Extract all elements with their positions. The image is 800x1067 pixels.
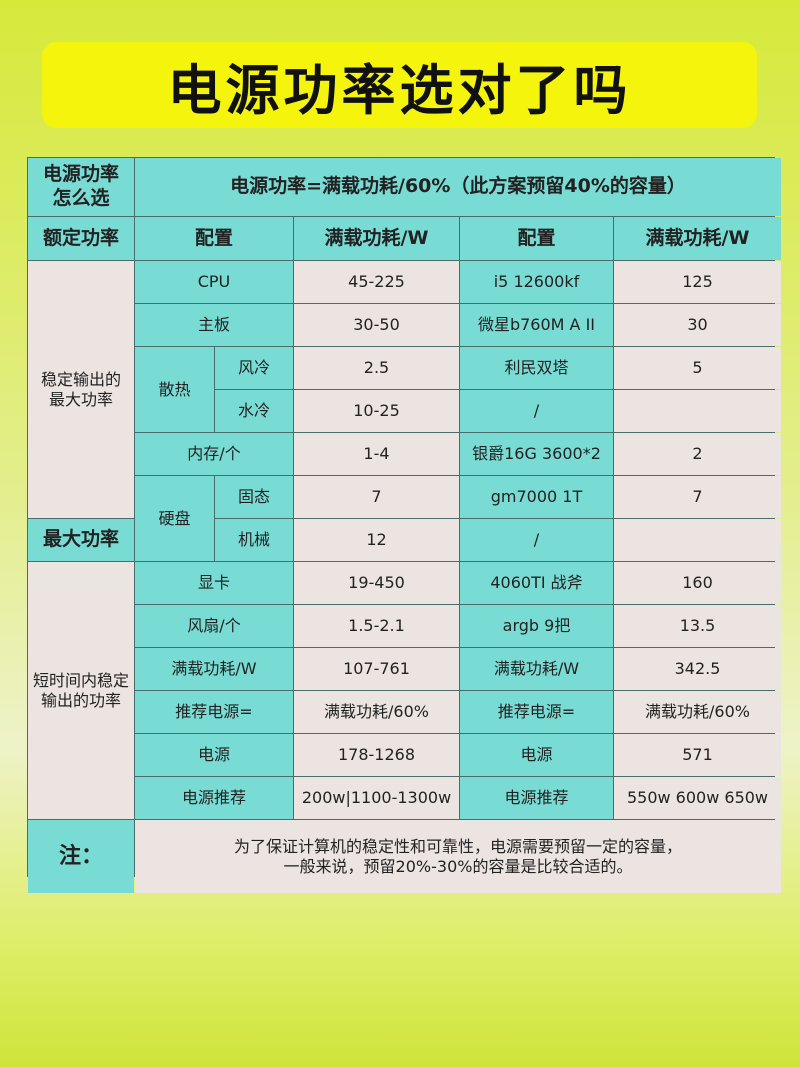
cell-range: 满载功耗/60% <box>294 691 459 733</box>
cell-item: CPU <box>135 261 293 303</box>
cell-range: 178-1268 <box>294 734 459 776</box>
cooling-label: 散热 <box>135 347 214 432</box>
cell-watt <box>614 390 781 432</box>
cell-item: 风扇/个 <box>135 605 293 647</box>
cell-watt: 571 <box>614 734 781 776</box>
cell-watt: 550w 600w 650w <box>614 777 781 819</box>
group-short: 短时间内稳定输出的功率 <box>28 562 134 819</box>
cell-range: 2.5 <box>294 347 459 389</box>
cell-range: 45-225 <box>294 261 459 303</box>
cell-range: 200w|1100-1300w <box>294 777 459 819</box>
group-stable: 稳定输出的最大功率 <box>28 261 134 518</box>
header-config-2: 配置 <box>460 217 613 260</box>
cell-item: 电源 <box>135 734 293 776</box>
corner-label: 电源功率怎么选 <box>42 163 119 209</box>
cell-range: 10-25 <box>294 390 459 432</box>
cell-item: 机械 <box>215 519 293 561</box>
cell-watt: 满载功耗/60% <box>614 691 781 733</box>
cell-watt: 7 <box>614 476 781 518</box>
note-cell: 为了保证计算机的稳定性和可靠性，电源需要预留一定的容量， 一般来说，预留20%-… <box>135 820 781 893</box>
cell-config: 微星b760M A II <box>460 304 613 346</box>
disk-label: 硬盘 <box>135 476 214 561</box>
group-max: 最大功率 <box>28 519 134 561</box>
note-line-2: 一般来说，预留20%-30%的容量是比较合适的。 <box>283 856 633 876</box>
cell-range: 30-50 <box>294 304 459 346</box>
header-watt-2: 满载功耗/W <box>614 217 781 260</box>
cell-config: gm7000 1T <box>460 476 613 518</box>
cell-item: 水冷 <box>215 390 293 432</box>
cell-item: 主板 <box>135 304 293 346</box>
note-label: 注： <box>28 820 134 893</box>
cell-config: 推荐电源= <box>460 691 613 733</box>
group-stable-label: 稳定输出的最大功率 <box>40 369 121 409</box>
cell-config: 银爵16G 3600*2 <box>460 433 613 475</box>
cell-range: 12 <box>294 519 459 561</box>
cell-range: 7 <box>294 476 459 518</box>
cell-watt: 125 <box>614 261 781 303</box>
cell-config: / <box>460 519 613 561</box>
cell-config: 满载功耗/W <box>460 648 613 690</box>
psu-table: 电源功率怎么选 电源功率=满载功耗/60%（此方案预留40%的容量） 额定功率 … <box>27 157 781 893</box>
note-line-1: 为了保证计算机的稳定性和可靠性，电源需要预留一定的容量， <box>233 836 682 856</box>
title-banner: 电源功率选对了吗 <box>42 42 757 128</box>
cell-config: 电源推荐 <box>460 777 613 819</box>
cell-watt: 30 <box>614 304 781 346</box>
cell-watt: 2 <box>614 433 781 475</box>
cell-range: 1.5-2.1 <box>294 605 459 647</box>
cell-config: argb 9把 <box>460 605 613 647</box>
corner-cell: 电源功率怎么选 <box>28 158 134 216</box>
cell-config: 利民双塔 <box>460 347 613 389</box>
page-title: 电源功率选对了吗 <box>167 58 632 122</box>
cell-watt: 13.5 <box>614 605 781 647</box>
group-short-label: 短时间内稳定输出的功率 <box>33 670 130 710</box>
rated-label: 额定功率 <box>28 217 134 260</box>
cell-watt: 342.5 <box>614 648 781 690</box>
cell-range: 1-4 <box>294 433 459 475</box>
cell-item: 显卡 <box>135 562 293 604</box>
cell-watt: 160 <box>614 562 781 604</box>
cell-item: 电源推荐 <box>135 777 293 819</box>
cell-item: 满载功耗/W <box>135 648 293 690</box>
cell-watt <box>614 519 781 561</box>
header-watt-1: 满载功耗/W <box>294 217 459 260</box>
cell-item: 推荐电源= <box>135 691 293 733</box>
cell-item: 固态 <box>215 476 293 518</box>
formula-cell: 电源功率=满载功耗/60%（此方案预留40%的容量） <box>135 158 781 216</box>
cell-config: 电源 <box>460 734 613 776</box>
cell-item: 风冷 <box>215 347 293 389</box>
header-config-1: 配置 <box>135 217 293 260</box>
cell-watt: 5 <box>614 347 781 389</box>
cell-config: / <box>460 390 613 432</box>
cell-config: 4060TI 战斧 <box>460 562 613 604</box>
cell-config: i5 12600kf <box>460 261 613 303</box>
cell-item: 内存/个 <box>135 433 293 475</box>
cell-range: 107-761 <box>294 648 459 690</box>
cell-range: 19-450 <box>294 562 459 604</box>
